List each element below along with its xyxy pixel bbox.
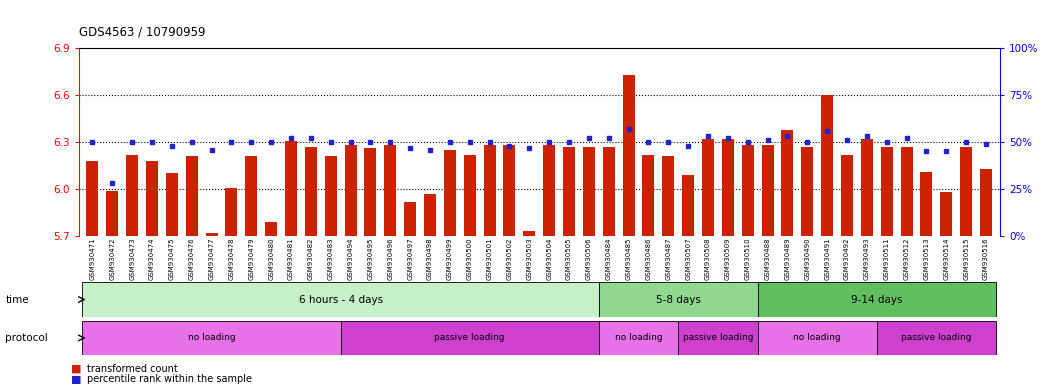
Bar [980,169,992,236]
Bar [758,282,996,317]
Text: passive loading: passive loading [683,333,753,343]
Bar [305,147,317,236]
Bar [801,147,814,236]
Bar [87,161,98,236]
Bar [683,175,694,236]
Bar [563,147,575,236]
Text: GDS4563 / 10790959: GDS4563 / 10790959 [79,25,205,38]
Bar [340,321,599,355]
Bar [424,194,436,236]
Text: passive loading: passive loading [901,333,972,343]
Text: 9-14 days: 9-14 days [851,295,903,305]
Text: passive loading: passive loading [435,333,505,343]
Bar [107,191,118,236]
Bar [464,155,475,236]
Bar [344,145,357,236]
Bar [444,150,455,236]
Bar [364,148,376,236]
Bar [678,321,758,355]
Bar [881,147,893,236]
Text: 5-8 days: 5-8 days [655,295,700,305]
Bar [245,156,258,236]
Bar [603,147,615,236]
Bar [185,156,198,236]
Bar [384,145,396,236]
Bar [761,145,774,236]
Bar [524,232,535,236]
Bar [599,321,678,355]
Bar [703,139,714,236]
Bar [643,155,654,236]
Bar [504,145,515,236]
Bar [599,282,758,317]
Bar [861,139,873,236]
Text: percentile rank within the sample: percentile rank within the sample [87,374,252,384]
Bar [83,321,340,355]
Bar [741,145,754,236]
Bar [265,222,277,236]
Bar [781,129,794,236]
Bar [404,202,416,236]
Bar [841,155,853,236]
Bar [165,174,178,236]
Bar [325,156,337,236]
Bar [285,141,297,236]
Text: ■: ■ [71,374,82,384]
Text: protocol: protocol [5,333,48,343]
Bar [821,95,833,236]
Bar [146,161,158,236]
Text: no loading: no loading [615,333,663,343]
Text: ■: ■ [71,364,82,374]
Bar [920,172,933,236]
Text: no loading: no loading [794,333,841,343]
Bar [127,155,138,236]
Bar [205,233,218,236]
Bar [960,147,972,236]
Bar [583,147,595,236]
Bar [83,282,599,317]
Text: transformed count: transformed count [87,364,178,374]
Bar [876,321,996,355]
Bar [623,74,634,236]
Text: time: time [5,295,29,305]
Bar [543,145,555,236]
Bar [721,139,734,236]
Bar [758,321,876,355]
Bar [225,187,238,236]
Bar [663,156,674,236]
Bar [484,145,495,236]
Text: 6 hours - 4 days: 6 hours - 4 days [298,295,383,305]
Bar [940,192,952,236]
Bar [900,147,913,236]
Text: no loading: no loading [187,333,236,343]
